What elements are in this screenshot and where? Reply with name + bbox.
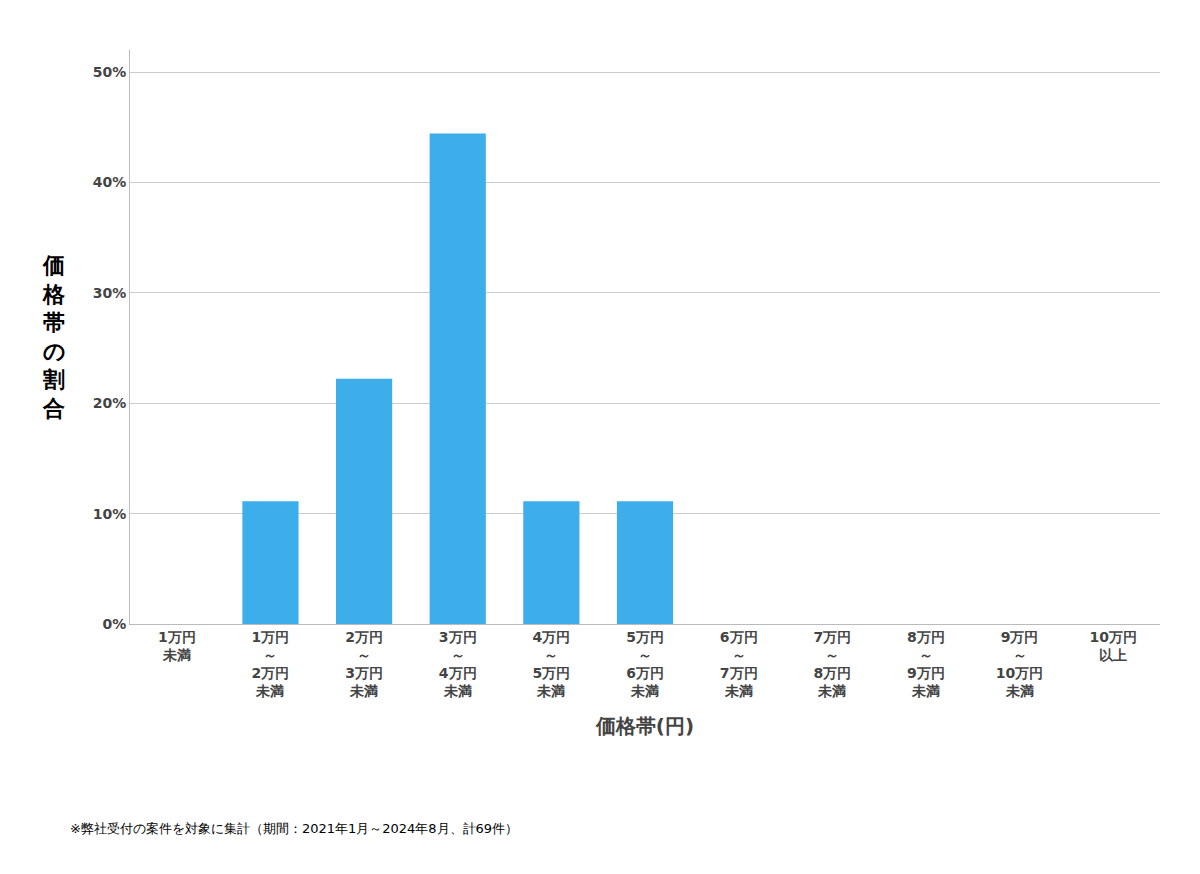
svg-text:1万円～2万円未満: 1万円～2万円未満 xyxy=(252,629,290,700)
svg-text:7万円～8万円未満: 7万円～8万円未満 xyxy=(813,629,851,700)
svg-text:4万円～5万円未満: 4万円～5万円未満 xyxy=(532,629,570,700)
svg-text:1万円未満: 1万円未満 xyxy=(158,629,196,663)
svg-text:50%: 50% xyxy=(93,64,127,80)
svg-text:8万円～9万円未満: 8万円～9万円未満 xyxy=(907,629,945,700)
svg-text:5万円～6万円未満: 5万円～6万円未満 xyxy=(626,629,664,700)
svg-text:0%: 0% xyxy=(102,616,126,632)
svg-text:3万円～4万円未満: 3万円～4万円未満 xyxy=(439,629,477,700)
svg-text:6万円～7万円未満: 6万円～7万円未満 xyxy=(720,629,758,700)
svg-text:40%: 40% xyxy=(93,174,127,190)
svg-text:価格帯(円): 価格帯(円) xyxy=(595,714,694,738)
svg-text:10%: 10% xyxy=(93,506,127,522)
svg-text:20%: 20% xyxy=(93,395,127,411)
svg-text:30%: 30% xyxy=(93,285,127,301)
svg-text:※弊社受付の案件を対象に集計（期間：2021年1月～2024: ※弊社受付の案件を対象に集計（期間：2021年1月～2024年8月、計69件） xyxy=(70,821,518,836)
svg-text:2万円～3万円未満: 2万円～3万円未満 xyxy=(345,629,383,700)
svg-text:10万円以上: 10万円以上 xyxy=(1089,629,1136,663)
svg-text:9万円～10万円未満: 9万円～10万円未満 xyxy=(996,629,1043,700)
svg-text:価格帯の割合: 価格帯の割合 xyxy=(42,253,66,421)
